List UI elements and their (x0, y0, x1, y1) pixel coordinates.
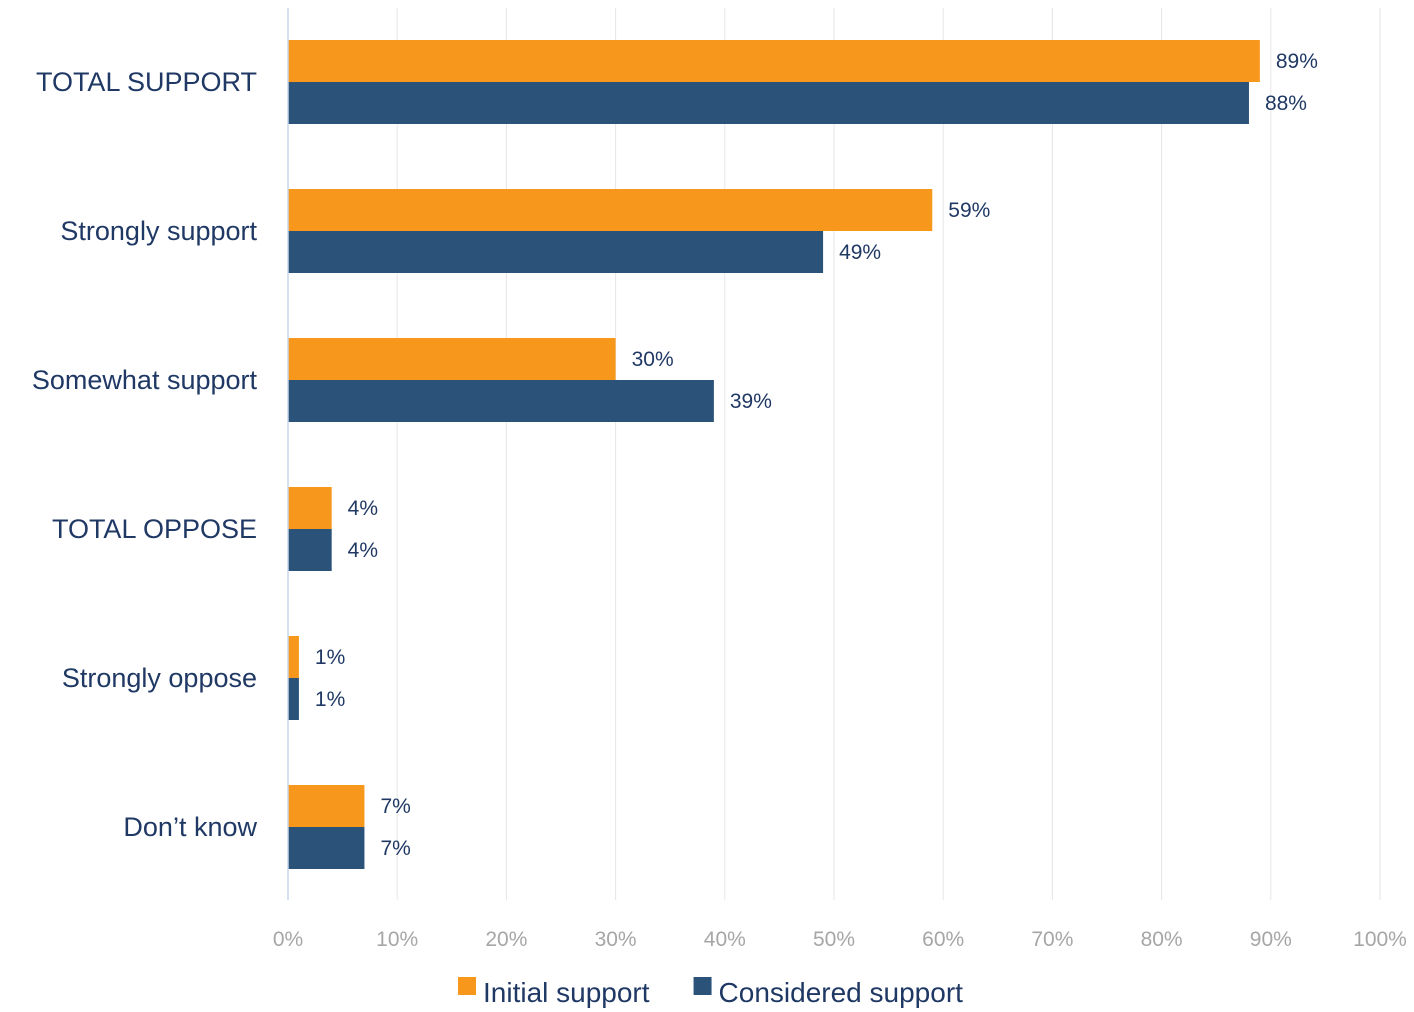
bar-considered-support-total-oppose (288, 529, 332, 571)
x-tick-label: 80% (1141, 928, 1183, 951)
category-label-total-support: TOTAL SUPPORT (36, 67, 257, 97)
x-tick-label: 40% (704, 928, 746, 951)
data-label-initial-support-total-support: 89% (1276, 50, 1318, 73)
data-label-initial-support-somewhat-support: 30% (632, 348, 674, 371)
data-label-considered-support-strongly-support: 49% (839, 241, 881, 264)
x-tick-label: 70% (1031, 928, 1073, 951)
legend-swatch-initial-support (458, 977, 476, 995)
legend-swatch-considered-support (693, 977, 712, 995)
data-label-considered-support-strongly-oppose: 1% (315, 688, 345, 711)
x-tick-label: 30% (595, 928, 637, 951)
data-label-considered-support-somewhat-support: 39% (730, 390, 772, 413)
bar-initial-support-strongly-support (288, 189, 933, 231)
bar-initial-support-don-t-know (288, 785, 365, 827)
bar-initial-support-strongly-oppose (288, 636, 299, 678)
category-label-somewhat-support: Somewhat support (32, 365, 258, 395)
bar-initial-support-total-support (288, 40, 1260, 82)
bar-initial-support-total-oppose (288, 487, 332, 529)
bar-considered-support-strongly-support (288, 231, 824, 273)
bar-considered-support-don-t-know (288, 827, 365, 869)
x-tick-label: 50% (813, 928, 855, 951)
x-tick-label: 20% (485, 928, 527, 951)
x-tick-label: 10% (376, 928, 418, 951)
category-label-don-t-know: Don’t know (123, 812, 257, 842)
gridlines (396, 8, 1381, 900)
category-label-total-oppose: TOTAL OPPOSE (52, 514, 257, 544)
data-label-initial-support-strongly-support: 59% (948, 199, 990, 222)
x-tick-label: 90% (1250, 928, 1292, 951)
x-tick-label: 100% (1353, 928, 1407, 951)
bar-considered-support-somewhat-support (288, 380, 714, 422)
category-label-strongly-support: Strongly support (60, 216, 257, 246)
bar-initial-support-somewhat-support (288, 338, 616, 380)
x-tick-label: 60% (922, 928, 964, 951)
legend-label-considered-support: Considered support (719, 977, 964, 1008)
x-tick-label: 0% (273, 928, 303, 951)
legend-label-initial-support: Initial support (483, 977, 650, 1008)
data-label-initial-support-total-oppose: 4% (348, 497, 378, 520)
data-label-considered-support-don-t-know: 7% (380, 837, 410, 860)
legend: Initial support Considered support (458, 977, 963, 1008)
category-label-strongly-oppose: Strongly oppose (62, 663, 257, 693)
data-label-considered-support-total-oppose: 4% (348, 539, 378, 562)
bar-considered-support-total-support (288, 82, 1249, 124)
data-label-initial-support-strongly-oppose: 1% (315, 646, 345, 669)
bar-considered-support-strongly-oppose (288, 678, 299, 720)
labels: 0% 10% 20% 30% 40% 50% 60% 70% 80% 90% 100% TOTAL S… (32, 50, 1407, 951)
data-label-considered-support-total-support: 88% (1265, 92, 1307, 115)
bars (288, 40, 1260, 869)
data-label-initial-support-don-t-know: 7% (380, 795, 410, 818)
